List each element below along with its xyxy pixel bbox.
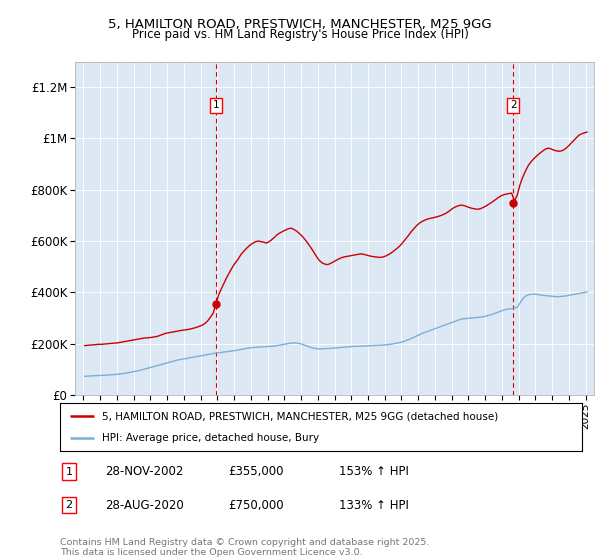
Text: £750,000: £750,000: [228, 498, 284, 512]
Text: 133% ↑ HPI: 133% ↑ HPI: [339, 498, 409, 512]
Text: 1: 1: [212, 100, 219, 110]
Text: 28-NOV-2002: 28-NOV-2002: [105, 465, 184, 478]
Text: 1: 1: [65, 466, 73, 477]
Text: 2: 2: [65, 500, 73, 510]
Text: 153% ↑ HPI: 153% ↑ HPI: [339, 465, 409, 478]
Text: 5, HAMILTON ROAD, PRESTWICH, MANCHESTER, M25 9GG: 5, HAMILTON ROAD, PRESTWICH, MANCHESTER,…: [108, 18, 492, 31]
Text: Price paid vs. HM Land Registry's House Price Index (HPI): Price paid vs. HM Land Registry's House …: [131, 28, 469, 41]
Text: 5, HAMILTON ROAD, PRESTWICH, MANCHESTER, M25 9GG (detached house): 5, HAMILTON ROAD, PRESTWICH, MANCHESTER,…: [102, 411, 498, 421]
Text: Contains HM Land Registry data © Crown copyright and database right 2025.
This d: Contains HM Land Registry data © Crown c…: [60, 538, 430, 557]
Text: 28-AUG-2020: 28-AUG-2020: [105, 498, 184, 512]
Text: 2: 2: [510, 100, 517, 110]
Text: HPI: Average price, detached house, Bury: HPI: Average price, detached house, Bury: [102, 433, 319, 443]
Text: £355,000: £355,000: [228, 465, 284, 478]
